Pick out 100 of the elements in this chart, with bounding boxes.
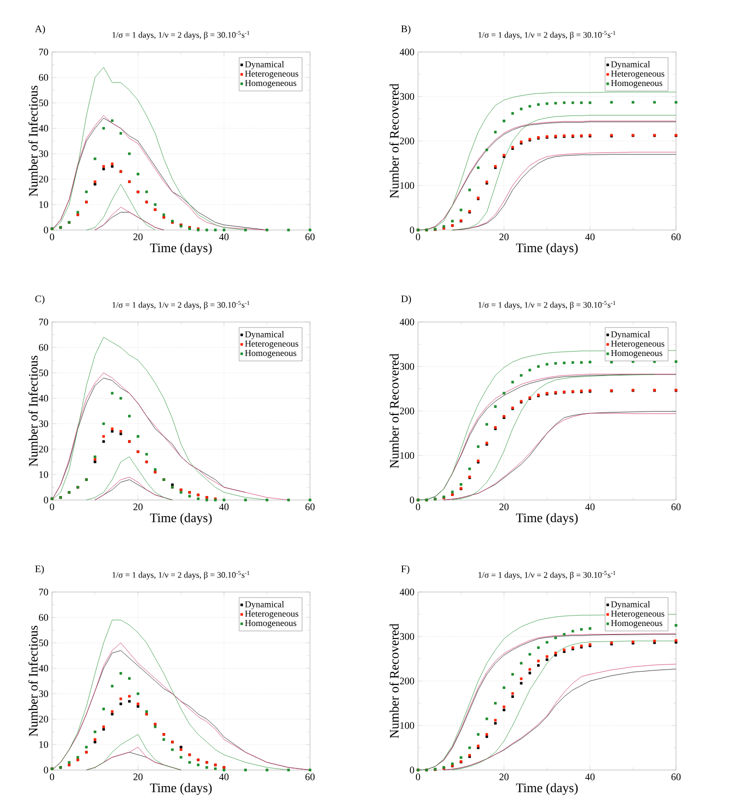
y-tick-label: 50 [39, 640, 48, 646]
x-tick-label: 20 [499, 504, 509, 510]
legend-label: Heterogeneous [611, 340, 664, 349]
y-tick-label: 0 [44, 226, 48, 234]
y-axis-title: Number of Infectious [28, 626, 38, 736]
x-tick-label: 60 [305, 234, 315, 240]
y-tick-label: 30 [39, 690, 48, 698]
x-tick-label: 20 [133, 504, 143, 510]
x-tick-label: 40 [585, 774, 595, 780]
x-tick-label: 0 [50, 234, 54, 240]
legend-label: Dynamical [611, 601, 650, 610]
x-axis-title: Time (days) [150, 513, 212, 525]
x-tick-label: 40 [219, 504, 229, 510]
y-tick-label: 60 [38, 344, 48, 351]
y-tick-label: 50 [39, 100, 48, 106]
y-tick-label: 10 [39, 201, 48, 208]
x-axis-title: Time (days) [150, 783, 212, 795]
x-axis-title: Time (days) [516, 243, 578, 255]
y-tick-label: 0 [44, 766, 48, 774]
text: A) [34, 25, 45, 34]
y-tick-label: 300 [400, 93, 414, 100]
text: C) [35, 295, 44, 304]
y-axis-title: Number of Recovered [389, 354, 399, 468]
text: B) [401, 25, 410, 34]
y-tick-label: 30 [39, 420, 48, 428]
y-tick-label: 30 [39, 150, 48, 158]
legend-label: Homogeneous [245, 620, 296, 628]
legend-label: Dynamical [245, 601, 284, 610]
y-tick-label: 50 [39, 370, 48, 376]
x-tick-label: 20 [133, 774, 143, 780]
legend-label: Homogeneous [245, 350, 296, 358]
x-axis-title: Time (days) [516, 513, 578, 525]
x-axis-title: Time (days) [150, 243, 212, 255]
legend-label: Dynamical [611, 61, 650, 70]
y-tick-label: 70 [39, 588, 48, 596]
text: F) [401, 565, 410, 574]
x-tick-label: 0 [416, 774, 420, 780]
chart-title: 1/σ = 1 days, 1/ν = 2 days, β = 30.10$^{-5}$s$^{-1}$ [112, 30, 250, 40]
legend-label: Heterogeneous [245, 610, 298, 619]
x-tick-label: 20 [499, 774, 509, 780]
legend-label: Heterogeneous [611, 70, 664, 79]
x-tick-label: 40 [219, 234, 229, 240]
legend-label: Heterogeneous [245, 70, 298, 79]
y-tick-label: 400 [400, 318, 414, 326]
x-tick-label: 20 [133, 234, 143, 240]
y-tick-label: 0 [410, 496, 414, 504]
y-tick-label: 40 [38, 664, 48, 672]
y-tick-label: 100 [400, 452, 414, 459]
chart-title: 1/σ = 1 days, 1/ν = 2 days, β = 30.10$^{-5}$s$^{-1}$ [478, 300, 616, 310]
x-tick-label: 0 [50, 504, 54, 510]
chart-title: 1/σ = 1 days, 1/ν = 2 days, β = 30.10$^{-5}$s$^{-1}$ [112, 570, 250, 580]
y-tick-label: 400 [400, 588, 414, 596]
y-tick-label: 10 [39, 471, 48, 478]
y-tick-label: 60 [38, 614, 48, 621]
y-tick-label: 20 [38, 446, 48, 453]
y-axis-title: Number of Recovered [389, 84, 399, 198]
x-tick-label: 40 [585, 504, 595, 510]
x-tick-label: 60 [305, 504, 315, 510]
x-tick-label: 60 [671, 504, 681, 510]
chart-title: 1/σ = 1 days, 1/ν = 2 days, β = 30.10$^{-5}$s$^{-1}$ [478, 30, 616, 40]
y-tick-label: 0 [44, 496, 48, 504]
y-tick-label: 70 [39, 48, 48, 56]
legend-label: Heterogeneous [245, 340, 298, 349]
x-tick-label: 20 [499, 234, 509, 240]
x-tick-label: 60 [305, 774, 315, 780]
x-tick-label: 0 [416, 234, 420, 240]
y-tick-label: 100 [400, 722, 414, 729]
y-tick-label: 0 [410, 226, 414, 234]
x-tick-label: 60 [671, 234, 681, 240]
y-tick-label: 10 [39, 741, 48, 748]
y-tick-label: 200 [400, 678, 414, 684]
y-tick-label: 200 [400, 408, 414, 414]
x-tick-label: 40 [219, 774, 229, 780]
x-axis-title: Time (days) [516, 783, 578, 795]
y-tick-label: 20 [38, 716, 48, 723]
legend-label: Homogeneous [611, 80, 662, 88]
y-tick-label: 300 [400, 363, 414, 370]
x-tick-label: 40 [585, 234, 595, 240]
y-tick-label: 200 [400, 138, 414, 144]
y-axis-title: Number of Infectious [28, 86, 38, 196]
y-tick-label: 100 [400, 182, 414, 189]
x-tick-label: 0 [416, 504, 420, 510]
legend-label: Dynamical [245, 61, 284, 70]
y-tick-label: 40 [38, 124, 48, 132]
y-tick-label: 0 [410, 766, 414, 774]
legend-label: Homogeneous [611, 620, 662, 628]
chart-title: 1/σ = 1 days, 1/ν = 2 days, β = 30.10$^{-5}$s$^{-1}$ [478, 570, 616, 580]
legend-label: Homogeneous [611, 350, 662, 358]
legend-label: Dynamical [611, 331, 650, 340]
text: D) [401, 295, 411, 304]
legend-label: Homogeneous [245, 80, 296, 88]
chart-title: 1/σ = 1 days, 1/ν = 2 days, β = 30.10$^{-5}$s$^{-1}$ [112, 300, 250, 310]
y-tick-label: 40 [38, 394, 48, 402]
x-tick-label: 0 [50, 774, 54, 780]
x-tick-label: 60 [671, 774, 681, 780]
y-tick-label: 300 [400, 633, 414, 640]
legend-label: Dynamical [245, 331, 284, 340]
y-tick-label: 60 [38, 74, 48, 81]
y-axis-title: Number of Recovered [389, 624, 399, 738]
legend-label: Heterogeneous [611, 610, 664, 619]
